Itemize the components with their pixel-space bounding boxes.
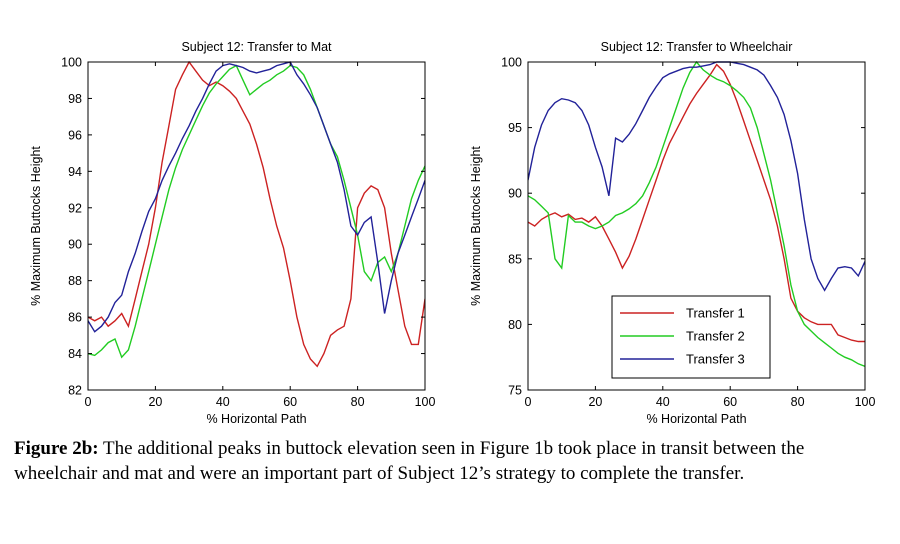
- chart-title: Subject 12: Transfer to Mat: [181, 40, 332, 54]
- axes-frame: [87, 61, 426, 391]
- x-tick-label: 20: [148, 395, 162, 409]
- x-tick-label: 40: [216, 395, 230, 409]
- x-tick-label: 40: [656, 395, 670, 409]
- y-axis-label: % Maximum Buttocks Height: [29, 146, 43, 306]
- figure-caption: Figure 2b: The additional peaks in butto…: [14, 436, 886, 486]
- caption-label: Figure 2b:: [14, 438, 99, 459]
- axes-frame: [527, 61, 866, 391]
- legend: Transfer 1 Transfer 2 Transfer 3: [611, 295, 771, 379]
- series-line-3: [528, 61, 865, 292]
- x-tick-label: 100: [855, 395, 876, 409]
- chart-title: Subject 12: Transfer to Wheelchair: [601, 40, 793, 54]
- y-tick-label: 88: [68, 274, 82, 288]
- series-line-1: [528, 63, 865, 343]
- y-tick-label: 100: [61, 56, 82, 70]
- x-axis-label: % Horizontal Path: [646, 412, 746, 426]
- legend-box: [611, 295, 771, 379]
- legend-label-2: Transfer 2: [686, 329, 745, 344]
- x-tick-label: 20: [588, 395, 602, 409]
- y-tick-label: 95: [508, 121, 522, 135]
- y-tick-label: 96: [68, 128, 82, 142]
- y-tick-label: 92: [68, 201, 82, 215]
- series-line-2: [88, 64, 425, 359]
- figure-charts: Subject 12: Transfer to Mat 0 20 40 60 80 100 8…: [29, 40, 875, 426]
- caption-text: The additional peaks in buttock elevatio…: [14, 438, 805, 484]
- x-tick-label: 60: [723, 395, 737, 409]
- x-tick-label: 0: [85, 395, 92, 409]
- y-tick-label: 80: [508, 318, 522, 332]
- y-tick-label: 75: [508, 384, 522, 398]
- y-tick-label: 86: [68, 311, 82, 325]
- x-axis-label: % Horizontal Path: [206, 412, 306, 426]
- series-line-1: [88, 61, 425, 368]
- y-tick-label: 98: [68, 92, 82, 106]
- x-tick-label: 60: [283, 395, 297, 409]
- chart-1: Subject 12: Transfer to Mat 0 20 40 60 80 100 8…: [29, 40, 435, 426]
- x-tick-label: 0: [525, 395, 532, 409]
- x-tick-label: 100: [415, 395, 436, 409]
- y-tick-label: 94: [68, 165, 82, 179]
- x-tick-label: 80: [351, 395, 365, 409]
- series-line-3: [88, 61, 425, 333]
- chart-2: Subject 12: Transfer to Wheelchair 0 20 40 6…: [469, 40, 875, 426]
- x-tick-label: 80: [791, 395, 805, 409]
- y-axis-label: % Maximum Buttocks Height: [469, 146, 483, 306]
- y-tick-label: 82: [68, 384, 82, 398]
- legend-label-3: Transfer 3: [686, 352, 745, 367]
- y-tick-label: 90: [68, 238, 82, 252]
- y-tick-label: 84: [68, 347, 82, 361]
- y-tick-label: 90: [508, 187, 522, 201]
- y-tick-label: 100: [501, 56, 522, 70]
- y-tick-label: 85: [508, 252, 522, 266]
- legend-label-1: Transfer 1: [686, 306, 745, 321]
